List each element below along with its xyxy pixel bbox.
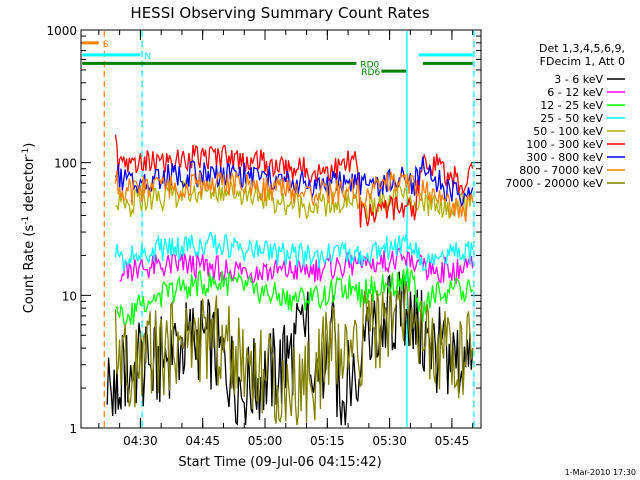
series-line [114,280,474,426]
legend: Det 1,3,4,5,6,9, FDecim 1, Att 0 3 - 6 k… [505,42,625,190]
x-tick-label: 04:45 [185,434,220,448]
y-label-part: ) [22,143,37,148]
legend-label: 800 - 7000 keV [519,164,603,177]
y-label-exponent: -1 [21,148,31,157]
legend-label: 7000 - 20000 keV [505,177,603,190]
legend-label: 25 - 50 keV [540,112,603,125]
y-tick-label: 100 [54,157,77,171]
legend-label: 6 - 12 keV [547,86,603,99]
series-line [114,231,474,272]
state-bar-label: S [103,40,109,50]
state-bar-label: RD0 [360,60,379,70]
y-axis-label: Count Rate (s-1 detector-1) [21,143,37,314]
legend-label: 50 - 100 keV [533,125,603,138]
x-axis-label: Start Time (09-Jul-06 04:15:42) [178,455,381,470]
legend-header-line: FDecim 1, Att 0 [540,55,625,68]
y-tick-label: 1000 [46,24,77,38]
x-tick-label: 05:00 [248,434,283,448]
series-line [114,156,474,208]
plot-frame [80,29,482,429]
series-line [119,247,474,285]
legend-label: 12 - 25 keV [540,99,603,112]
y-label-part: detector [22,156,37,216]
y-label-exponent: -1 [21,216,31,225]
x-tick-label: 05:15 [310,434,345,448]
legend-label: 300 - 800 keV [526,151,603,164]
state-bar-label: RD6 [361,68,380,78]
legend-label: 100 - 300 keV [526,138,603,151]
legend-header-line: Det 1,3,4,5,6,9, [539,42,625,55]
plot-area: 1 10 100 1000 04:30 04:45 05:00 05:15 05:30 05:45… [46,24,482,448]
chart-title: HESSI Observing Summary Count Rates [130,4,429,22]
footer-timestamp: 1-Mar-2010 17:30 [565,468,636,477]
x-tick-label: 05:45 [435,434,470,448]
x-tick-label: 04:30 [123,434,158,448]
legend-label: 3 - 6 keV [554,73,603,86]
state-bar-label: N [144,52,151,62]
series-line [114,170,474,223]
y-tick-label: 1 [69,422,77,436]
series-line [115,267,474,327]
x-tick-label: 05:30 [372,434,407,448]
y-label-part: Count Rate (s [22,225,37,314]
y-tick-label: 10 [62,289,77,303]
